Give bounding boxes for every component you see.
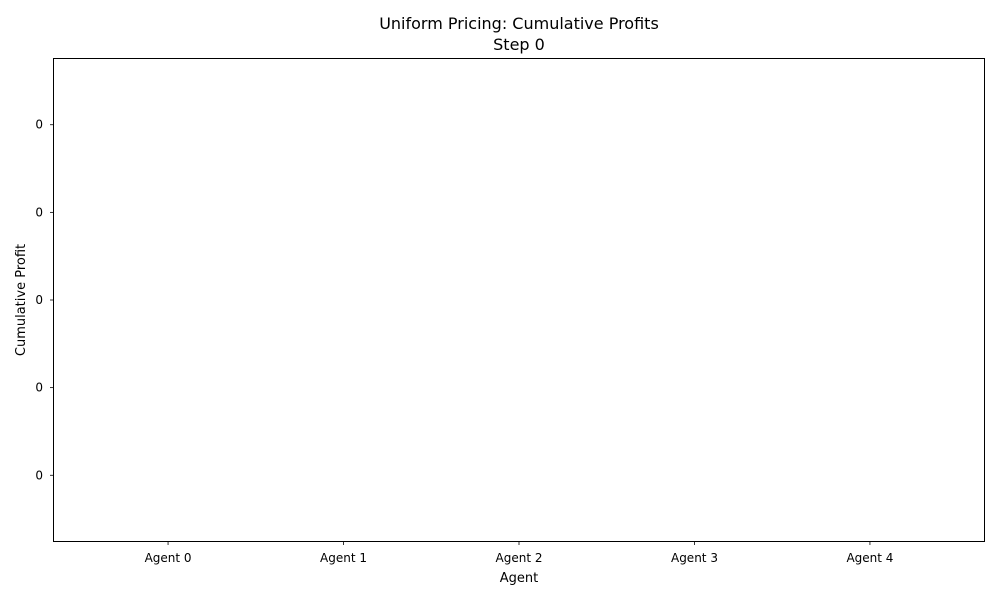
y-tick-label: 0 — [35, 205, 43, 219]
chart-title-line-2: Step 0 — [493, 35, 545, 54]
x-tick-label: Agent 1 — [320, 551, 367, 565]
y-axis-ticks: 0 0 0 0 0 — [35, 118, 54, 482]
y-axis-label: Cumulative Profit — [14, 244, 29, 356]
x-tick-label: Agent 0 — [145, 551, 192, 565]
y-tick-label: 0 — [35, 468, 43, 482]
x-tick-label: Agent 4 — [846, 551, 893, 565]
x-axis-ticks: Agent 0 Agent 1 Agent 2 Agent 3 Agent 4 — [145, 541, 893, 565]
y-tick-label: 0 — [35, 118, 43, 132]
chart-title-line-1: Uniform Pricing: Cumulative Profits — [379, 14, 659, 33]
x-axis-label: Agent — [500, 571, 538, 586]
plot-area-frame — [53, 58, 985, 542]
y-tick-label: 0 — [35, 293, 43, 307]
x-tick-label: Agent 2 — [496, 551, 543, 565]
y-tick-label: 0 — [35, 381, 43, 395]
x-tick-label: Agent 3 — [671, 551, 718, 565]
